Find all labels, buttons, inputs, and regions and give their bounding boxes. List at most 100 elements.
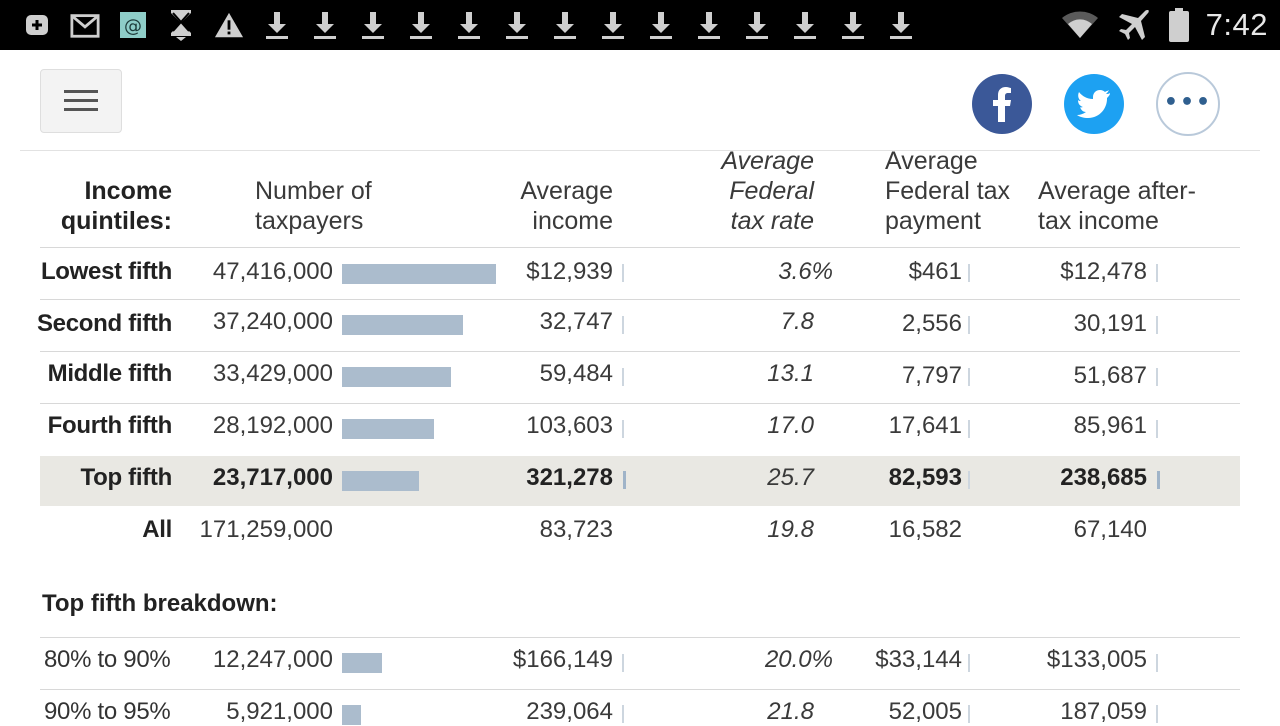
taxpayers-value: 33,429,000 (212, 360, 333, 387)
after-tax-tick (1156, 264, 1158, 282)
after-tax-tick (1156, 705, 1158, 723)
income-tick (622, 264, 624, 282)
hourglass-download-icon (166, 8, 196, 42)
warning-icon (214, 8, 244, 42)
taxpayers-bar (342, 367, 451, 387)
after-tax-value: 85,961 (1073, 412, 1147, 439)
twitter-share-button[interactable] (1064, 74, 1124, 134)
income-tick (623, 471, 626, 489)
income-value: 32,747 (539, 308, 613, 335)
battery-icon (1168, 8, 1190, 42)
facebook-share-button[interactable] (972, 74, 1032, 134)
row-label: Lowest fifth (40, 258, 172, 285)
col-header-taxpayers-line2: taxpayers (255, 207, 364, 235)
col-header-rate-line3: tax rate (730, 207, 814, 235)
row-divider (40, 351, 1240, 352)
row-divider (40, 403, 1240, 404)
taxpayers-bar (342, 471, 419, 491)
row-divider (40, 299, 1240, 300)
row-label: Top fifth (80, 464, 173, 491)
after-tax-value: 51,687 (1073, 362, 1147, 389)
income-tick (622, 316, 624, 334)
col-header-tax-payment: Average Federal tax payment (885, 146, 1010, 236)
header-divider (20, 150, 1260, 151)
tax-payment-value: 7,797 (901, 362, 962, 389)
payment-tick (968, 705, 970, 723)
income-value: 83,723 (539, 516, 613, 543)
taxpayers-bar (342, 705, 361, 725)
after-tax-tick (1156, 420, 1158, 438)
tax-rate-value: 3.6% (778, 258, 833, 285)
row-label: Second fifth (36, 310, 172, 337)
download-icon (550, 8, 580, 42)
income-value: $166,149 (512, 646, 613, 673)
tax-payment-value: 17,641 (888, 412, 962, 439)
col-header-income-line2: income (532, 207, 613, 235)
income-value: 239,064 (526, 698, 613, 725)
tax-payment-value: $33,144 (875, 646, 962, 673)
download-icon (406, 8, 436, 42)
taxpayers-value: 12,247,000 (212, 646, 333, 673)
after-tax-value: 238,685 (1060, 464, 1147, 491)
more-share-options-button[interactable]: ••• (1156, 72, 1220, 136)
tax-payment-value: 2,556 (901, 310, 962, 337)
tax-payment-value: 52,005 (888, 698, 962, 725)
after-tax-tick (1156, 368, 1158, 386)
after-tax-value: $133,005 (1046, 646, 1147, 673)
after-tax-value: 187,059 (1060, 698, 1147, 725)
email-app-icon: @ (118, 8, 148, 42)
col-header-tax-rate: Average Federal tax rate (721, 146, 814, 236)
menu-button[interactable] (40, 69, 122, 133)
tax-rate-value: 17.0 (767, 412, 814, 439)
airplane-mode-icon (1116, 8, 1152, 42)
download-icon (694, 8, 724, 42)
download-icon (310, 8, 340, 42)
col-header-payment-line1: Average (885, 147, 978, 175)
income-tick (622, 420, 624, 438)
after-tax-tick (1156, 654, 1158, 672)
download-icon (742, 8, 772, 42)
payment-tick (968, 368, 970, 386)
tax-payment-value: 82,593 (888, 464, 962, 491)
download-icon (886, 8, 916, 42)
download-icon (358, 8, 388, 42)
row-divider (40, 689, 1240, 690)
taxpayers-value: 28,192,000 (212, 412, 333, 439)
col-header-income-line1: Average (520, 177, 613, 205)
status-bar: @ 7:42 (0, 0, 1280, 50)
notification-icons: @ (22, 8, 934, 42)
income-value: 59,484 (539, 360, 613, 387)
wifi-icon (1060, 8, 1100, 42)
download-icon (646, 8, 676, 42)
tax-payment-value: 16,582 (888, 516, 962, 543)
row-label: All (142, 516, 172, 543)
download-icon (502, 8, 532, 42)
facebook-icon (993, 87, 1011, 122)
taxpayers-bar (342, 653, 382, 673)
twitter-icon (1077, 90, 1110, 118)
more-dots-icon: ••• (1163, 89, 1213, 115)
row-divider (40, 247, 1240, 248)
row-label: Middle fifth (47, 360, 173, 387)
income-tick (622, 705, 624, 723)
download-icon (454, 8, 484, 42)
taxpayers-value: 171,259,000 (199, 516, 333, 543)
income-tick (622, 654, 624, 672)
col-header-rate-line1: Average (721, 147, 814, 175)
taxpayers-bar (342, 264, 496, 284)
col-header-payment-line3: payment (885, 207, 981, 235)
tax-rate-value: 20.0% (764, 646, 833, 673)
col-header-quintile: Income quintiles: (61, 176, 172, 236)
taxpayers-value: 47,416,000 (212, 258, 333, 285)
add-box-icon (22, 8, 52, 42)
tax-rate-value: 21.8 (767, 698, 814, 725)
taxpayers-value: 23,717,000 (212, 464, 333, 491)
tax-payment-value: $461 (908, 258, 962, 285)
download-icon (262, 8, 292, 42)
tax-rate-value: 19.8 (767, 516, 814, 543)
col-header-after-tax: Average after- tax income (1038, 176, 1196, 236)
tax-rate-value: 13.1 (767, 360, 814, 387)
col-header-after-line2: tax income (1038, 207, 1159, 235)
tax-rate-value: 25.7 (767, 464, 814, 491)
clock: 7:42 (1205, 7, 1268, 42)
